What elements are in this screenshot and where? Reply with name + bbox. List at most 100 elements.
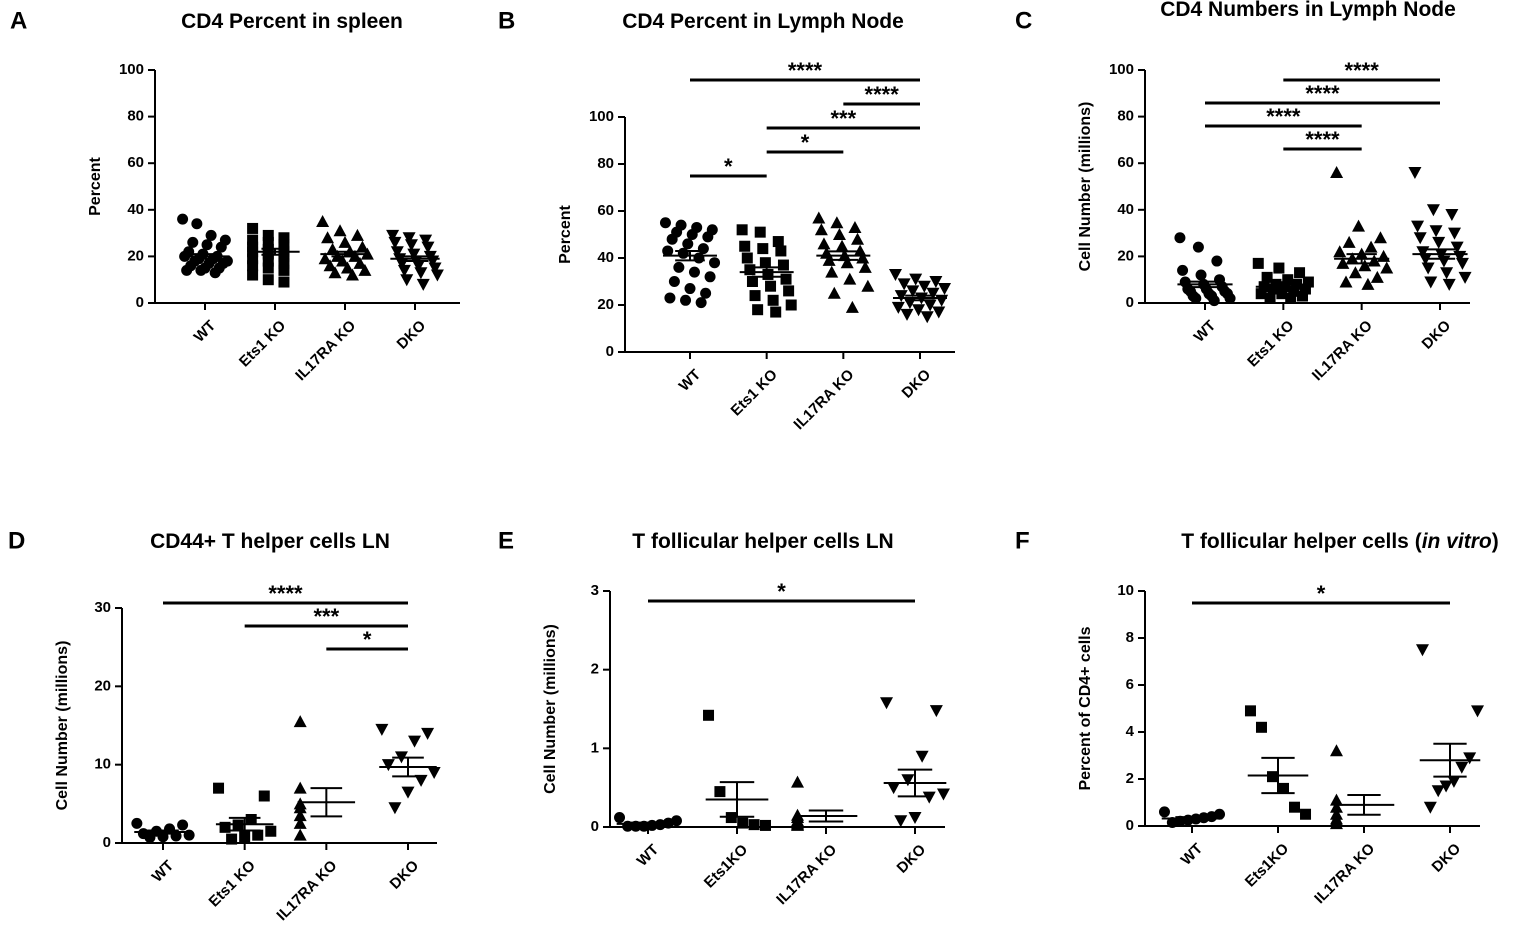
significance-label: **** [1345, 58, 1380, 83]
data-point [938, 283, 952, 296]
data-point [935, 294, 949, 307]
data-point [684, 283, 696, 295]
data-point [1426, 204, 1440, 217]
data-point [848, 220, 862, 233]
data-point [293, 816, 307, 829]
data-point [697, 243, 709, 255]
data-point [1445, 208, 1459, 221]
data-point [333, 224, 347, 237]
data-point [278, 276, 290, 288]
data-point [252, 829, 264, 841]
data-point [1329, 744, 1343, 757]
data-point [195, 264, 207, 276]
data-point [703, 709, 715, 721]
data-point [770, 306, 782, 318]
data-point [880, 697, 894, 710]
data-point [401, 786, 415, 799]
data-point [278, 257, 290, 269]
data-point [355, 240, 369, 253]
y-tick-label: 2 [591, 661, 599, 678]
data-point [917, 280, 931, 293]
x-tick-label: WT [634, 841, 663, 870]
y-axis-label: Percent [557, 204, 574, 263]
data-point [748, 819, 760, 831]
data-point [765, 280, 777, 292]
data-point [843, 272, 857, 285]
x-tick-label: DKO [1429, 840, 1465, 876]
data-point [1330, 166, 1344, 179]
data-point [226, 833, 238, 845]
data-point [929, 705, 943, 718]
data-point [345, 268, 359, 281]
title-text: CD4 Percent in Lymph Node [622, 10, 904, 33]
data-point [293, 809, 307, 822]
y-tick-label: 80 [1117, 108, 1134, 125]
y-tick-label: 60 [597, 202, 614, 219]
data-point [414, 774, 428, 787]
y-axis-label: Percent of CD4+ cells [1077, 626, 1094, 790]
data-point [1174, 232, 1186, 244]
y-tick-label: 2 [1126, 770, 1134, 787]
data-point [262, 262, 274, 274]
data-point [1455, 761, 1469, 774]
data-point [209, 267, 221, 279]
data-point [1264, 292, 1276, 304]
data-point [247, 253, 259, 265]
x-tick-label: Ets1 KO [206, 857, 260, 911]
data-point [1463, 752, 1477, 765]
data-point [1442, 278, 1456, 291]
significance-label: * [724, 154, 733, 179]
data-point [1380, 261, 1394, 274]
data-point [1288, 285, 1300, 297]
significance-label: * [1317, 581, 1326, 606]
data-point [131, 817, 143, 829]
data-point [407, 248, 421, 261]
data-point [1244, 705, 1256, 717]
data-point [316, 214, 330, 227]
data-point [278, 239, 290, 251]
y-tick-label: 0 [1126, 294, 1134, 311]
y-tick-label: 20 [94, 677, 111, 694]
data-point [662, 245, 674, 257]
data-point [845, 300, 859, 313]
x-tick-label: DKO [894, 841, 930, 877]
data-point [336, 254, 350, 267]
y-tick-label: 0 [103, 834, 111, 851]
data-point [265, 825, 277, 837]
data-point [912, 304, 926, 317]
data-point [894, 815, 908, 828]
data-point [386, 229, 400, 242]
x-tick-label: IL17RA KO [273, 857, 340, 924]
data-point [293, 781, 307, 794]
data-point [736, 224, 748, 236]
significance-label: * [363, 627, 372, 652]
data-point [739, 240, 751, 252]
data-point [1411, 220, 1425, 233]
chart-title: CD4 Numbers in Lymph Node [1160, 0, 1456, 21]
data-point [239, 831, 251, 843]
data-point [767, 294, 779, 306]
data-point [338, 235, 352, 248]
data-point [1252, 257, 1264, 269]
data-point [1195, 269, 1207, 281]
data-point [746, 276, 758, 287]
data-point [293, 828, 307, 841]
data-point [404, 239, 418, 252]
significance-label: * [801, 130, 810, 155]
data-point [693, 252, 705, 264]
data-point [278, 232, 290, 244]
data-point [375, 723, 389, 736]
data-point [1471, 705, 1485, 718]
data-point [428, 262, 442, 275]
data-point [1352, 219, 1366, 232]
y-tick-label: 20 [1117, 247, 1134, 264]
data-point [897, 278, 911, 291]
data-point [262, 229, 274, 241]
panel-letter: D [8, 527, 25, 554]
data-point [293, 801, 307, 814]
title-text: T follicular helper cells ( [1181, 530, 1421, 553]
data-point [213, 782, 225, 794]
x-tick-label: WT [191, 317, 220, 346]
data-point [1302, 276, 1314, 288]
